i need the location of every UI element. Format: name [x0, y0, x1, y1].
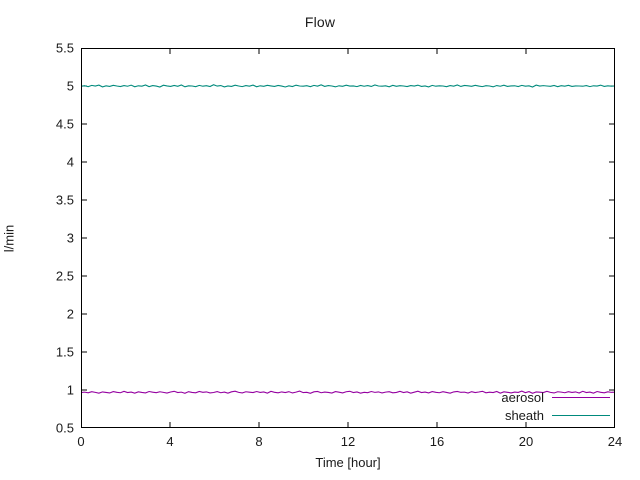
chart-title: Flow [304, 14, 336, 30]
legend-label: sheath [504, 407, 544, 423]
x-tick-label: 20 [518, 434, 534, 449]
series-line-sheath [81, 84, 615, 88]
series-line-aerosol [81, 390, 615, 394]
x-tick-label: 24 [607, 434, 623, 449]
plot-area [81, 48, 615, 428]
x-axis-tick-labels: 0 4 8 12 16 20 24 [77, 434, 622, 454]
x-axis-title: Time [hour] [315, 455, 381, 470]
legend-color-swatch [552, 414, 610, 416]
y-tick-label: 2.5 [55, 268, 74, 284]
y-tick-label: 2 [66, 306, 74, 322]
x-tick-label: 0 [77, 434, 85, 449]
y-tick-label: 1.5 [55, 344, 74, 360]
x-tick-label: 12 [340, 434, 356, 449]
legend-label: aerosol [501, 389, 544, 405]
y-tick-label: 1 [66, 382, 74, 398]
legend-item-sheath[interactable]: sheath [455, 406, 610, 424]
legend-color-swatch [552, 396, 610, 398]
legend-item-aerosol[interactable]: aerosol [455, 388, 610, 406]
x-tick-label: 4 [166, 434, 174, 449]
y-tick-label: 0.5 [55, 420, 74, 436]
chart-legend: aerosol sheath [455, 388, 610, 424]
y-tick-label: 3 [66, 230, 74, 246]
y-tick-label: 4 [66, 154, 74, 170]
x-tick-label: 8 [255, 434, 263, 449]
y-tick-label: 4.5 [55, 116, 74, 132]
plot-frame-border [81, 48, 615, 428]
x-tick-label: 16 [429, 434, 445, 449]
y-tick-label: 5.5 [55, 40, 74, 56]
y-tick-label: 3.5 [55, 192, 74, 208]
y-axis-tick-labels: 0.5 1 1.5 2 2.5 3 3.5 4 4.5 5 5.5 [14, 41, 74, 436]
y-tick-label: 5 [66, 78, 74, 94]
